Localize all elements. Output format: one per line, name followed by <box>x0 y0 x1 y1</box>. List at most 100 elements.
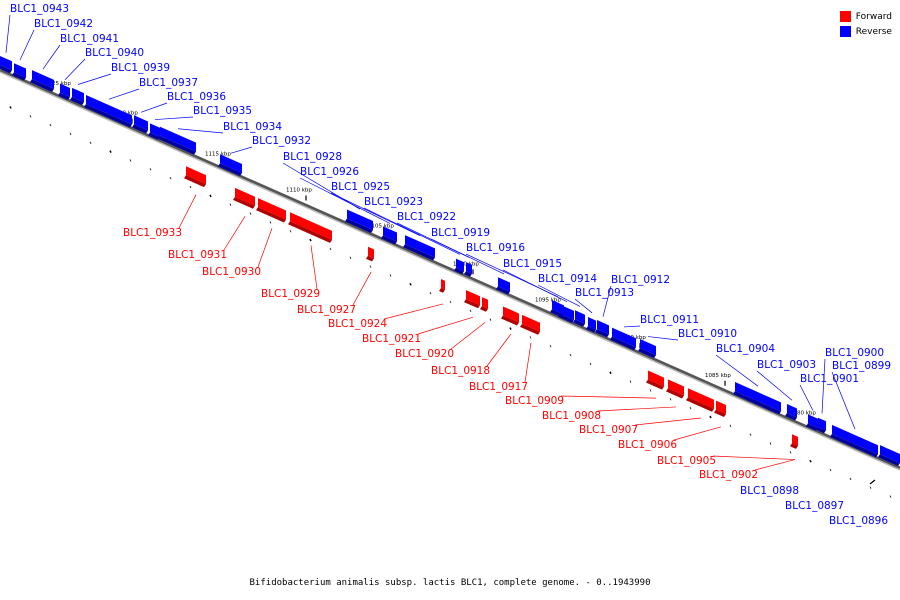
reverse-gene <box>160 126 196 152</box>
reverse-leader-line <box>756 370 793 401</box>
reverse-gene <box>466 262 472 274</box>
forward-gene-label: BLC1_0924 <box>328 318 387 330</box>
kbp-label: 1095 kbp <box>535 298 561 304</box>
forward-gene-shadow <box>288 221 332 243</box>
reverse-gene-label: BLC1_0923 <box>364 196 423 208</box>
forward-gene-shadow <box>256 207 286 223</box>
reverse-gene-shadow <box>148 132 160 140</box>
reverse-gene-label: BLC1_0897 <box>785 500 844 512</box>
forward-gene <box>668 379 684 396</box>
reverse-leader-line <box>574 298 593 314</box>
reverse-gene <box>0 56 12 71</box>
scale-tick <box>589 362 592 366</box>
kbp-label: 1085 kbp <box>705 373 731 379</box>
scale-tick <box>569 353 572 357</box>
forward-gene-label: BLC1_0905 <box>657 455 716 467</box>
scale-tick <box>149 168 152 171</box>
reverse-gene-shadow <box>454 267 464 275</box>
reverse-gene-shadow <box>806 423 818 431</box>
forward-leader-line <box>178 194 197 229</box>
reverse-gene <box>880 445 900 463</box>
forward-gene-label: BLC1_0920 <box>395 348 454 360</box>
reverse-gene-label: BLC1_0915 <box>503 258 562 270</box>
reverse-gene <box>588 317 596 330</box>
forward-gene-shadow <box>714 409 726 418</box>
forward-leader-line <box>383 303 444 320</box>
forward-leader-line <box>673 426 722 441</box>
forward-gene-shadow <box>184 175 206 188</box>
reverse-gene-shadow <box>58 92 70 100</box>
reverse-gene-label: BLC1_0911 <box>640 314 699 326</box>
forward-gene-shadow <box>439 288 445 293</box>
forward-gene-shadow <box>480 306 488 312</box>
reverse-gene-label: BLC1_0900 <box>825 347 884 359</box>
scale-tick <box>809 459 812 463</box>
reverse-gene <box>72 87 84 103</box>
legend-forward: Forward <box>839 9 892 24</box>
reverse-leader-line <box>299 177 391 224</box>
scale-tick <box>789 451 792 454</box>
forward-leader-line <box>524 342 532 383</box>
forward-gene-label: BLC1_0930 <box>202 266 261 278</box>
scale-tick <box>369 265 372 268</box>
scale-tick <box>29 115 32 118</box>
forward-gene <box>792 434 798 446</box>
kbp-label: 1110 kbp <box>286 187 312 193</box>
reverse-gene <box>640 339 656 356</box>
reverse-gene-shadow <box>158 135 196 155</box>
reverse-gene-label: BLC1_0896 <box>829 515 888 527</box>
forward-leader-line <box>712 455 796 460</box>
scale-tick <box>849 477 852 481</box>
scale-tick <box>829 468 832 472</box>
reverse-gene <box>560 304 574 320</box>
reverse-gene <box>383 226 397 242</box>
reverse-swatch <box>839 26 851 37</box>
reverse-gene-shadow <box>403 244 435 261</box>
kbp-label: 1080 kbp <box>790 410 816 416</box>
forward-gene-label: BLC1_0902 <box>699 469 758 481</box>
forward-gene <box>290 212 332 240</box>
reverse-gene-shadow <box>586 326 596 333</box>
forward-gene-shadow <box>233 196 255 209</box>
reverse-gene-shadow <box>595 329 609 338</box>
forward-gene <box>258 198 286 220</box>
reverse-gene-label: BLC1_0912 <box>611 274 670 286</box>
scale-tick <box>249 212 252 215</box>
reverse-leader-line <box>230 146 253 154</box>
scale-tick <box>9 106 12 109</box>
scale-tick <box>469 309 472 313</box>
forward-gene <box>441 279 445 290</box>
reverse-leader-line <box>77 73 112 85</box>
kbp-label: 1115 kbp <box>205 152 231 158</box>
reverse-gene <box>787 404 797 418</box>
reverse-gene-shadow <box>830 433 878 458</box>
reverse-gene <box>808 414 818 428</box>
scale-tick <box>749 433 752 436</box>
scale-tick <box>509 327 512 330</box>
scale-tick <box>169 176 172 180</box>
forward-leader-line <box>257 228 273 268</box>
forward-gene-label: BLC1_0933 <box>123 227 182 239</box>
reverse-leader-line <box>602 285 612 317</box>
reverse-leader-line <box>140 102 168 113</box>
legend-reverse: Reverse <box>839 24 892 39</box>
forward-gene-shadow <box>501 315 519 326</box>
forward-gene <box>688 388 714 409</box>
forward-gene-shadow <box>464 299 480 309</box>
scale-tick <box>49 123 52 127</box>
forward-gene-label: BLC1_0918 <box>431 365 490 377</box>
forward-gene-shadow <box>686 397 714 412</box>
reverse-gene-shadow <box>218 163 242 177</box>
reverse-gene <box>597 320 609 335</box>
reverse-gene-label: BLC1_0934 <box>223 121 282 133</box>
scale-tick <box>609 371 612 375</box>
reverse-gene-shadow <box>610 336 636 351</box>
scale-tick <box>109 150 112 153</box>
scale-tick <box>489 318 492 321</box>
forward-gene-shadow <box>666 388 684 399</box>
forward-gene <box>522 314 540 332</box>
reverse-gene-shadow <box>70 96 84 106</box>
forward-gene <box>466 290 480 306</box>
reverse-gene-shadow <box>381 235 397 245</box>
reverse-gene-shadow <box>638 348 656 359</box>
